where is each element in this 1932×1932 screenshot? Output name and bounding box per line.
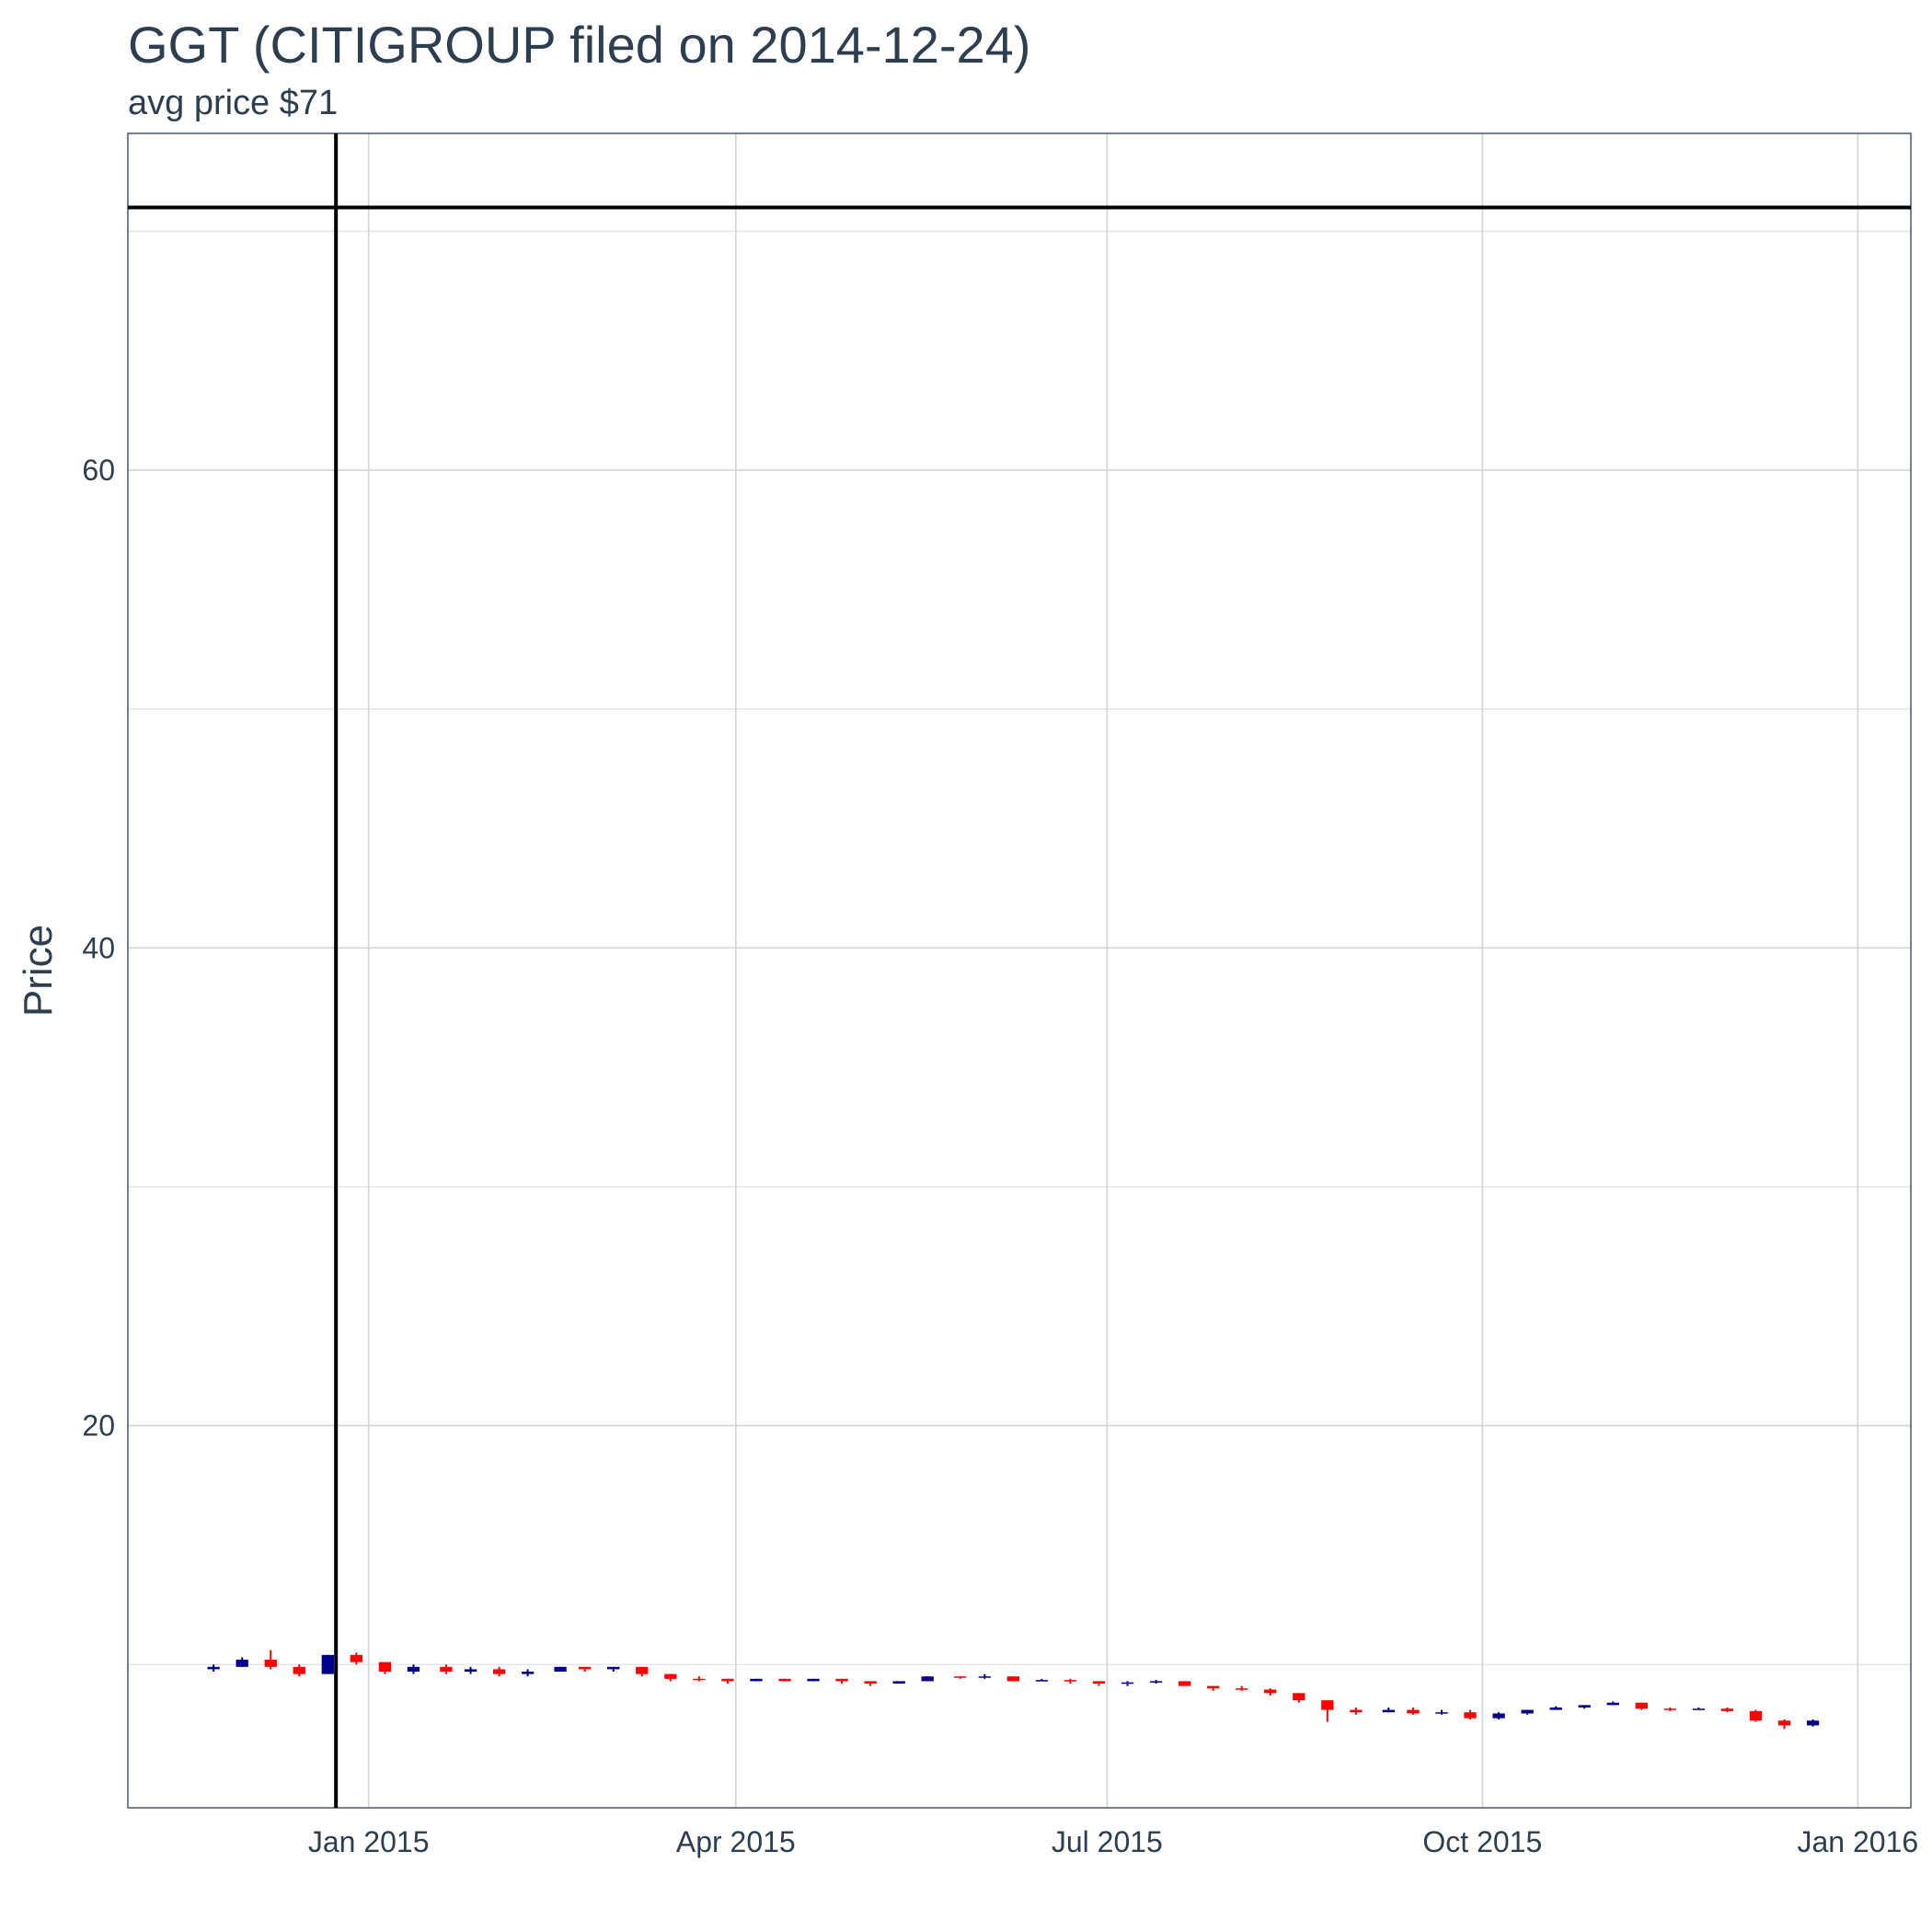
candle-body (1178, 1681, 1191, 1686)
y-tick-label: 60 (82, 454, 115, 487)
candle-body (1777, 1720, 1791, 1726)
candle-body (1321, 1700, 1334, 1710)
candle-body (492, 1669, 506, 1674)
candle-body (1578, 1705, 1591, 1708)
candle-body (1806, 1720, 1820, 1726)
candle-body (440, 1666, 453, 1673)
candle-body (1464, 1712, 1477, 1719)
candle-body (554, 1666, 567, 1673)
candle-body (778, 1678, 791, 1682)
x-tick-label: Jul 2015 (1052, 1825, 1163, 1858)
candle-body (1549, 1707, 1562, 1710)
chart-subtitle: avg price $71 (128, 84, 338, 122)
candle-body (1092, 1681, 1106, 1684)
candle-body (236, 1660, 248, 1667)
candle-body (835, 1678, 848, 1682)
candle-body (1149, 1681, 1163, 1683)
x-tick-label: Apr 2015 (676, 1825, 796, 1858)
candle-body (864, 1681, 877, 1684)
candle-body (1121, 1682, 1134, 1685)
candle-body (1635, 1702, 1648, 1709)
candle-body (1382, 1709, 1395, 1713)
candle-body (978, 1676, 991, 1678)
candle-body (1350, 1709, 1363, 1713)
candle-body (350, 1654, 362, 1662)
candle-body (378, 1662, 392, 1673)
x-tick-label: Oct 2015 (1422, 1825, 1542, 1858)
candle-body (750, 1678, 763, 1682)
candle-body (1293, 1693, 1305, 1701)
candle-body (693, 1678, 706, 1681)
chart-title: GGT (CITIGROUP filed on 2014-12-24) (128, 16, 1030, 74)
candle-body (1264, 1689, 1277, 1694)
candle-body (1663, 1708, 1676, 1710)
y-axis-label: Price (16, 925, 61, 1017)
candle-body (721, 1678, 734, 1682)
candle-body (579, 1666, 592, 1670)
candle-body (1407, 1709, 1420, 1714)
y-tick-label: 40 (82, 931, 115, 964)
candle-body (664, 1673, 677, 1679)
candle-body (1749, 1710, 1763, 1721)
candle-body (954, 1676, 967, 1678)
candle-body (1035, 1680, 1049, 1682)
x-tick-label: Jan 2016 (1798, 1825, 1919, 1858)
candle-body (321, 1654, 334, 1674)
candle-body (1236, 1688, 1248, 1690)
candle-body (1606, 1702, 1619, 1706)
plot-border (127, 132, 1912, 1809)
candle-body (607, 1666, 620, 1670)
candle-body (521, 1672, 535, 1674)
candle-body (1435, 1712, 1448, 1714)
candle-body (1207, 1685, 1220, 1689)
candle-body (636, 1666, 649, 1674)
candle-body (1692, 1708, 1706, 1710)
candle-body (1492, 1713, 1505, 1719)
candle-body (264, 1660, 277, 1667)
x-tick-label: Jan 2015 (308, 1825, 430, 1858)
candle-body (1064, 1680, 1077, 1682)
candle-body (1006, 1676, 1019, 1682)
candle-body (207, 1666, 220, 1670)
candle-body (1521, 1709, 1534, 1714)
candle-body (464, 1669, 477, 1673)
candle-body (892, 1681, 905, 1684)
candle-body (1720, 1708, 1734, 1711)
candle-body (407, 1666, 420, 1673)
candle-body (293, 1666, 305, 1674)
y-tick-label: 20 (82, 1409, 115, 1443)
candle-body (807, 1678, 820, 1682)
candle-body (921, 1676, 934, 1682)
